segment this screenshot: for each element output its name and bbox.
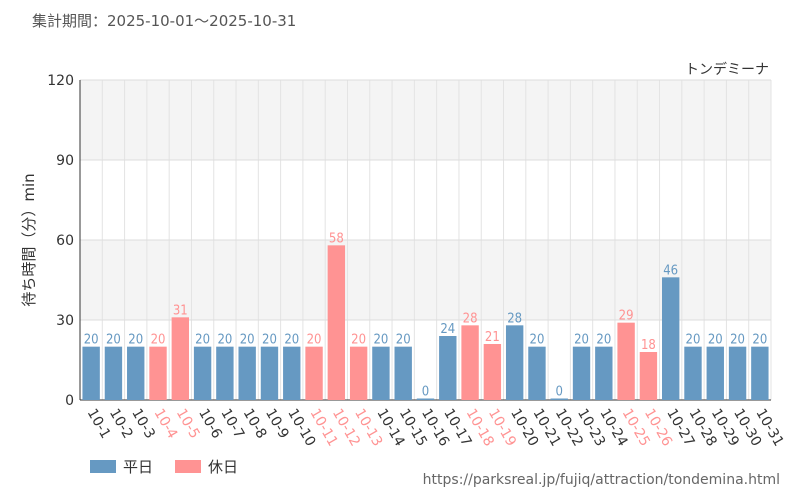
legend-weekday-swatch <box>90 460 116 473</box>
bar <box>662 277 680 400</box>
x-tick-labels: 10-110-210-310-410-510-610-710-810-910-1… <box>84 406 787 449</box>
value-label: 18 <box>641 338 656 353</box>
y-tick-label: 90 <box>56 153 74 169</box>
value-label: 20 <box>240 333 255 348</box>
bar <box>193 346 212 400</box>
y-tick-label: 120 <box>47 73 74 89</box>
chart-title: トンデミーナ <box>685 61 769 78</box>
value-label: 20 <box>307 333 322 348</box>
bar <box>617 322 635 400</box>
value-label: 0 <box>422 385 429 400</box>
value-label: 20 <box>574 333 589 348</box>
bar <box>216 346 234 400</box>
period-label: 集計期間：2025-10-01～2025-10-31 <box>32 12 297 30</box>
bar <box>572 346 591 400</box>
value-label: 20 <box>106 333 121 348</box>
bar <box>461 325 479 400</box>
value-label: 29 <box>619 309 634 324</box>
value-label: 20 <box>262 333 277 348</box>
value-label: 58 <box>329 231 344 246</box>
value-label: 20 <box>84 333 99 348</box>
bar <box>238 346 256 400</box>
value-label: 20 <box>195 333 210 348</box>
bar <box>505 325 524 400</box>
bar <box>751 346 769 400</box>
bar <box>550 398 568 400</box>
bar <box>416 398 435 400</box>
value-label: 20 <box>530 333 545 348</box>
value-label: 20 <box>708 333 723 348</box>
y-tick-label: 0 <box>65 393 74 409</box>
bar <box>394 346 412 400</box>
value-label: 0 <box>556 385 563 400</box>
value-label: 24 <box>440 322 455 337</box>
value-label: 46 <box>663 263 678 278</box>
value-label: 21 <box>485 330 500 345</box>
bar <box>595 346 613 400</box>
value-label: 28 <box>507 311 522 326</box>
bar <box>305 346 323 400</box>
legend: 平日 休日 <box>90 456 260 477</box>
bar <box>260 346 279 400</box>
value-label: 20 <box>373 333 388 348</box>
grid-lines <box>79 79 772 401</box>
bar <box>127 346 145 400</box>
value-label: 20 <box>686 333 701 348</box>
legend-weekday: 平日 <box>90 456 153 477</box>
plot-band <box>80 80 771 160</box>
bar <box>728 346 747 400</box>
bar <box>639 352 658 400</box>
plot-band <box>80 240 771 320</box>
bar <box>171 317 189 400</box>
value-label: 31 <box>173 303 188 318</box>
bar <box>439 336 457 400</box>
value-label: 20 <box>217 333 232 348</box>
bar <box>706 346 724 400</box>
legend-holiday-swatch <box>175 460 202 473</box>
value-label: 20 <box>351 333 366 348</box>
bar <box>82 346 100 400</box>
value-labels: 20 20 20 20 31 20 20 20 20 20 20 58 20 20 20 0 24 28 21 28 2… <box>84 231 768 399</box>
bar <box>283 346 301 400</box>
value-label: 20 <box>752 333 767 348</box>
bars <box>82 245 769 400</box>
bar <box>149 346 167 400</box>
bar <box>349 346 368 400</box>
value-label: 20 <box>151 333 166 348</box>
value-label: 28 <box>463 311 478 326</box>
value-label: 20 <box>284 333 299 348</box>
bar <box>372 346 390 400</box>
value-label: 20 <box>128 333 143 348</box>
y-tick-label: 30 <box>56 313 74 329</box>
bar <box>528 346 546 400</box>
source-url: https://parksreal.jp/fujiq/attraction/to… <box>422 472 780 488</box>
value-label: 20 <box>730 333 745 348</box>
bar <box>327 245 346 400</box>
value-label: 20 <box>396 333 411 348</box>
legend-holiday-label: 休日 <box>208 458 239 476</box>
bar <box>684 346 702 400</box>
bar <box>483 344 502 400</box>
plot-band <box>80 160 771 240</box>
value-label: 20 <box>596 333 611 348</box>
bar <box>104 346 123 400</box>
y-tick-label: 60 <box>56 233 74 249</box>
legend-holiday: 休日 <box>175 456 238 477</box>
y-axis-title: 待ち時間（分）min <box>20 173 38 306</box>
legend-weekday-label: 平日 <box>123 458 154 476</box>
y-tick-labels: 0 30 60 90 120 <box>47 73 74 409</box>
